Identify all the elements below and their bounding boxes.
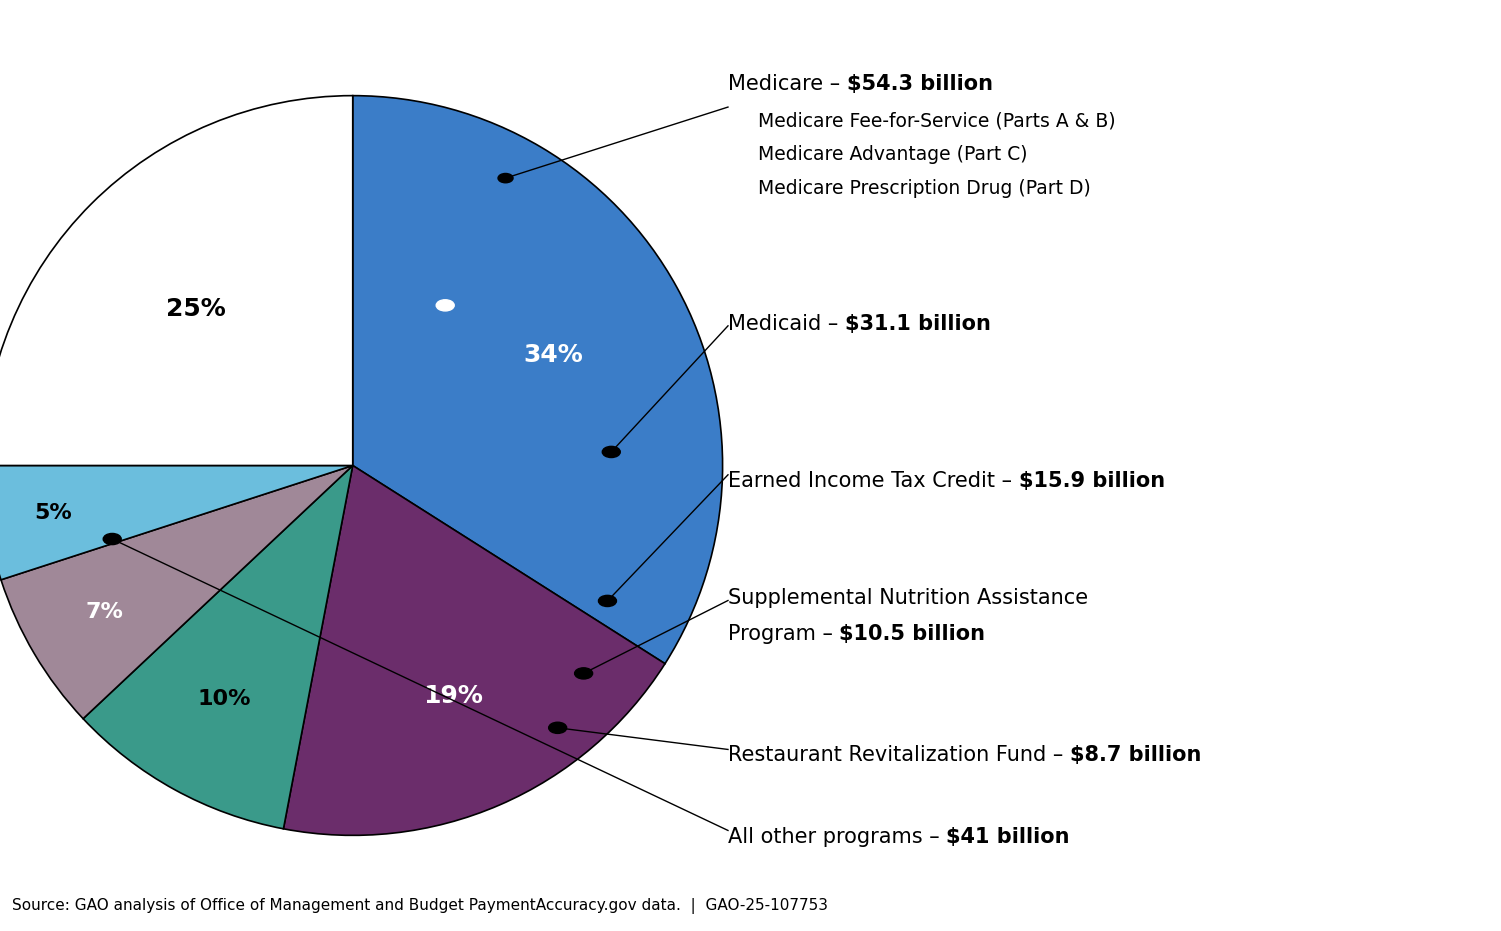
Text: $10.5 billion: $10.5 billion	[839, 624, 986, 643]
Text: $15.9 billion: $15.9 billion	[1019, 471, 1165, 491]
Text: Program –: Program –	[728, 624, 839, 643]
Text: Medicare Advantage (Part C): Medicare Advantage (Part C)	[746, 145, 1028, 164]
Text: $31.1 billion: $31.1 billion	[845, 314, 991, 333]
Text: Medicare –: Medicare –	[728, 74, 847, 94]
Wedge shape	[83, 466, 353, 829]
Text: $54.3 billion: $54.3 billion	[847, 74, 992, 94]
Wedge shape	[0, 96, 353, 466]
Text: 34%: 34%	[524, 343, 584, 367]
Text: Medicaid –: Medicaid –	[728, 314, 845, 333]
Wedge shape	[0, 466, 353, 580]
Text: 25%: 25%	[167, 297, 225, 320]
Text: Restaurant Revitalization Fund –: Restaurant Revitalization Fund –	[728, 745, 1070, 764]
Text: Medicare Fee-for-Service (Parts A & B): Medicare Fee-for-Service (Parts A & B)	[746, 112, 1115, 130]
Text: 10%: 10%	[198, 689, 251, 708]
Text: All other programs –: All other programs –	[728, 827, 946, 846]
Text: 5%: 5%	[35, 503, 72, 523]
Wedge shape	[353, 96, 722, 664]
Text: $8.7 billion: $8.7 billion	[1070, 745, 1201, 764]
Text: Medicare Prescription Drug (Part D): Medicare Prescription Drug (Part D)	[746, 179, 1091, 197]
Text: 19%: 19%	[423, 684, 482, 708]
Wedge shape	[2, 466, 353, 719]
Text: Supplemental Nutrition Assistance: Supplemental Nutrition Assistance	[728, 588, 1088, 608]
Wedge shape	[284, 466, 665, 835]
Text: $41 billion: $41 billion	[946, 827, 1070, 846]
Text: Earned Income Tax Credit –: Earned Income Tax Credit –	[728, 471, 1019, 491]
Text: Source: GAO analysis of Office of Management and Budget PaymentAccuracy.gov data: Source: GAO analysis of Office of Manage…	[12, 898, 829, 914]
Text: 7%: 7%	[86, 602, 123, 622]
